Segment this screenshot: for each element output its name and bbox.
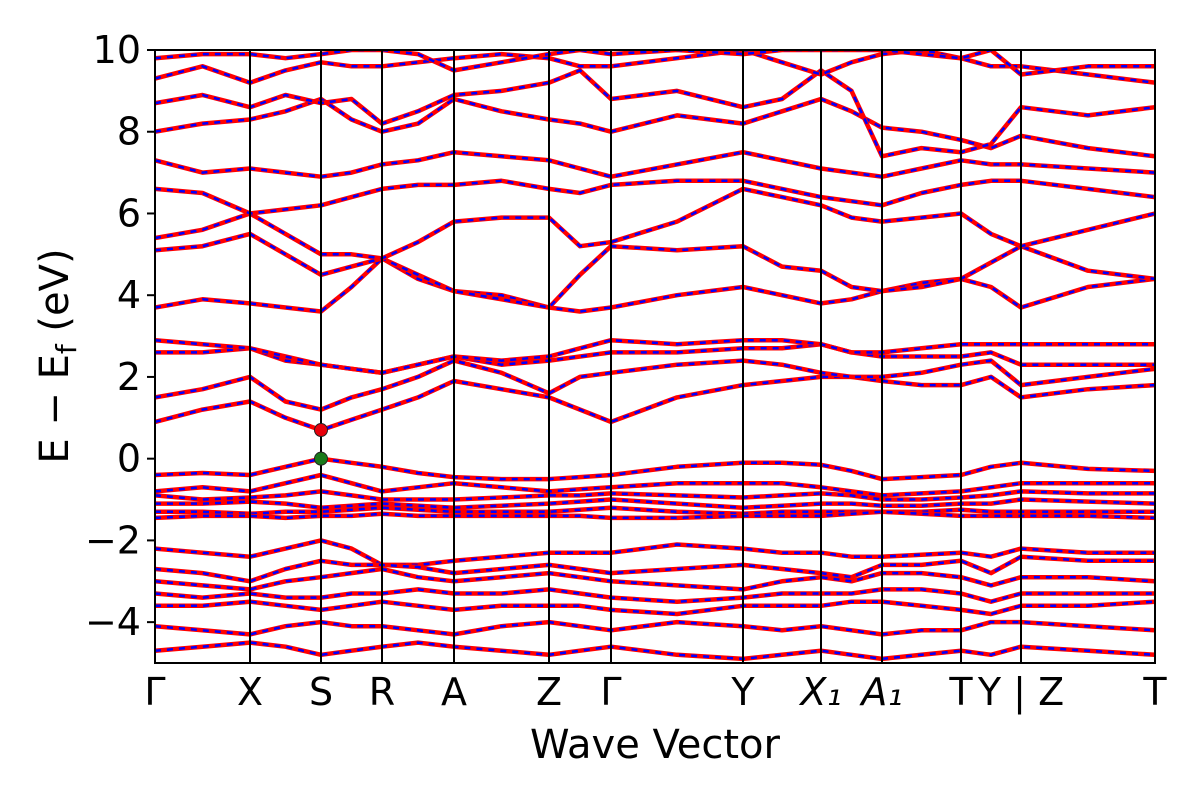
x-axis-label: Wave Vector — [530, 722, 781, 768]
y-label-main: E − E — [32, 354, 78, 464]
band-line — [155, 374, 1155, 433]
band-line — [155, 538, 1155, 568]
x-tick-label: Z — [536, 670, 562, 714]
x-tick-label: T — [948, 670, 973, 714]
x-tick-label: A — [441, 670, 467, 714]
band-line — [155, 497, 1155, 510]
y-tick-label: 0 — [117, 437, 141, 481]
band-edge-marker — [314, 451, 328, 466]
x-tick-label: Y — [730, 670, 755, 714]
band-line — [155, 149, 1155, 179]
band-line — [155, 587, 1155, 604]
y-tick-label: 10 — [93, 28, 141, 72]
x-tick-label: T — [1142, 670, 1167, 714]
bands — [155, 50, 1155, 662]
y-tick-label: 6 — [117, 191, 141, 235]
y-tick-label: 8 — [117, 110, 141, 154]
x-tick-label: A₁ — [858, 670, 902, 714]
x-tick-label: Y | Z — [977, 670, 1064, 715]
band-line — [155, 505, 1155, 517]
y-label-unit: (eV) — [32, 248, 78, 344]
y-tick-label: −2 — [85, 518, 141, 562]
band-line — [155, 456, 1155, 482]
x-tick-label: X₁ — [798, 670, 841, 714]
x-tick-label: Γ — [144, 670, 165, 714]
plot-frame — [154, 49, 1156, 664]
band-line — [155, 178, 1155, 216]
band-edge-marker — [314, 423, 328, 438]
x-tick-label: S — [309, 670, 333, 714]
y-tick-label: −4 — [85, 600, 141, 644]
x-tick-label: Γ — [600, 670, 621, 714]
y-label-sub: f — [50, 343, 83, 354]
y-tick-label: 2 — [117, 355, 141, 399]
x-tick-label: X — [237, 670, 263, 714]
y-tick-label: 4 — [117, 273, 141, 317]
y-axis-label: E − Ef (eV) — [32, 248, 83, 463]
band-line — [155, 599, 1155, 617]
x-tick-label: R — [369, 670, 395, 714]
